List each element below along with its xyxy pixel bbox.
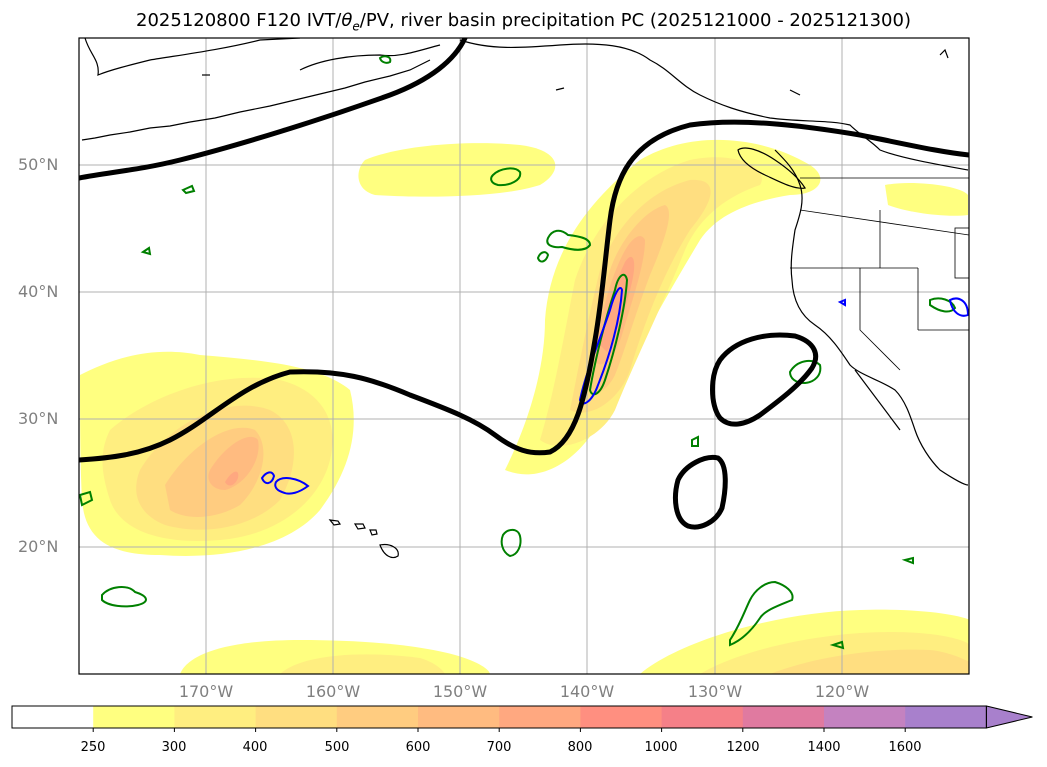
colorbar-segment [93,706,175,728]
colorbar-tick: 600 [405,740,431,755]
precip-contours-blue [260,287,969,495]
colorbar [11,705,1033,732]
colorbar-segment [255,706,338,728]
lon-label-170w: 170°W [178,682,234,701]
lon-label-130w: 130°W [687,682,743,701]
colorbar-tick: 1400 [807,740,841,755]
pv-contours [79,38,969,530]
map-frame [78,37,970,675]
colorbar-extend-arrow [985,705,1033,729]
lon-label-150w: 150°W [432,682,488,701]
colorbar-tick: 300 [161,740,187,755]
colorbar-tick: 500 [324,740,350,755]
colorbar-segment [742,706,825,728]
colorbar-segment [905,706,987,728]
colorbar-segment [418,706,500,728]
political-borders [790,177,969,371]
colorbar-segment [12,706,94,728]
colorbar-segment [174,706,257,728]
colorbar-segment [580,706,663,728]
colorbar-tick: 250 [80,740,106,755]
colorbar-tick: 1200 [726,740,760,755]
map-title: 2025120800 F120 IVT/θe/PV, river basin p… [136,10,911,34]
graticule [79,38,969,674]
lon-label-140w: 140°W [559,682,615,701]
precip-contours-green [79,55,957,650]
coastlines [81,38,969,559]
lon-label-120w: 120°W [814,682,870,701]
colorbar-tick: 800 [567,740,593,755]
lat-label-50n: 50°N [18,155,59,174]
ivt-shading [80,139,969,674]
lon-label-160w: 160°W [305,682,361,701]
colorbar-tick: 400 [242,740,268,755]
lat-label-20n: 20°N [18,537,59,556]
colorbar-segment [336,706,419,728]
colorbar-tick: 1000 [644,740,678,755]
lat-label-40n: 40°N [18,282,59,301]
colorbar-tick: 700 [486,740,512,755]
colorbar-segment [824,706,906,728]
colorbar-segment [499,706,581,728]
colorbar-tick: 1600 [888,740,922,755]
lat-label-30n: 30°N [18,409,59,428]
colorbar-segment [661,706,744,728]
